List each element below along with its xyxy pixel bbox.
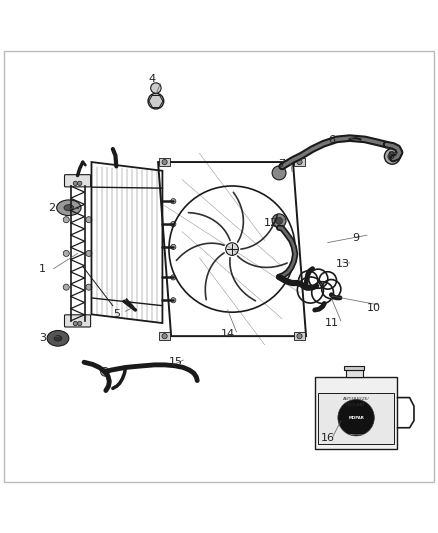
Circle shape bbox=[162, 334, 167, 339]
Circle shape bbox=[86, 284, 92, 290]
Circle shape bbox=[73, 321, 78, 326]
Circle shape bbox=[162, 159, 167, 165]
Circle shape bbox=[63, 284, 69, 290]
Text: 13: 13 bbox=[336, 260, 350, 269]
FancyBboxPatch shape bbox=[64, 175, 91, 187]
Circle shape bbox=[385, 149, 400, 164]
Text: MOPAR: MOPAR bbox=[348, 416, 364, 419]
Circle shape bbox=[78, 321, 82, 326]
Text: 10: 10 bbox=[367, 303, 381, 313]
Circle shape bbox=[272, 214, 286, 228]
Ellipse shape bbox=[54, 336, 62, 341]
Circle shape bbox=[388, 152, 396, 161]
Text: 7: 7 bbox=[279, 159, 286, 169]
Text: 9: 9 bbox=[353, 233, 360, 243]
Circle shape bbox=[86, 251, 92, 256]
Circle shape bbox=[148, 93, 164, 109]
Circle shape bbox=[63, 217, 69, 223]
Circle shape bbox=[297, 159, 302, 165]
Text: 12: 12 bbox=[264, 218, 278, 228]
Bar bbox=[294, 158, 305, 166]
Circle shape bbox=[171, 199, 176, 204]
Text: 16: 16 bbox=[321, 433, 335, 443]
Text: 1: 1 bbox=[39, 264, 46, 273]
Circle shape bbox=[338, 400, 374, 436]
Circle shape bbox=[63, 251, 69, 256]
Text: 2: 2 bbox=[48, 203, 55, 213]
Text: 11: 11 bbox=[325, 318, 339, 328]
Text: 14: 14 bbox=[221, 329, 235, 339]
Text: 3: 3 bbox=[39, 333, 46, 343]
Circle shape bbox=[86, 217, 92, 223]
Bar bbox=[346, 370, 363, 377]
Circle shape bbox=[101, 367, 110, 376]
Ellipse shape bbox=[47, 330, 69, 346]
Circle shape bbox=[297, 334, 302, 339]
Text: 5: 5 bbox=[113, 309, 120, 319]
FancyBboxPatch shape bbox=[318, 393, 394, 443]
Text: 6: 6 bbox=[328, 135, 336, 146]
Ellipse shape bbox=[64, 205, 74, 211]
Circle shape bbox=[272, 166, 286, 180]
Text: 4: 4 bbox=[148, 75, 155, 84]
Circle shape bbox=[171, 297, 176, 303]
Bar bbox=[159, 158, 170, 166]
Circle shape bbox=[226, 243, 238, 255]
FancyBboxPatch shape bbox=[64, 315, 91, 327]
Circle shape bbox=[73, 181, 78, 185]
Circle shape bbox=[171, 244, 176, 249]
Bar bbox=[159, 332, 170, 341]
Circle shape bbox=[151, 83, 161, 93]
Circle shape bbox=[78, 181, 82, 185]
Bar bbox=[344, 366, 364, 370]
Circle shape bbox=[171, 221, 176, 227]
Bar bbox=[315, 377, 397, 449]
Text: 8: 8 bbox=[387, 150, 395, 160]
Text: 15: 15 bbox=[169, 357, 183, 367]
Circle shape bbox=[276, 217, 283, 224]
Text: ──────: ────── bbox=[349, 433, 364, 437]
Text: COOLANT: COOLANT bbox=[346, 403, 366, 407]
Text: ANTIFREEZE/: ANTIFREEZE/ bbox=[343, 397, 370, 401]
Circle shape bbox=[171, 275, 176, 280]
Ellipse shape bbox=[57, 200, 81, 215]
Bar bbox=[294, 332, 305, 341]
